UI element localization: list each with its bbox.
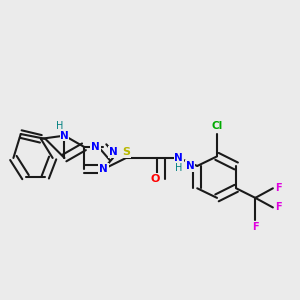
- Text: N: N: [99, 164, 108, 174]
- Text: H: H: [56, 121, 63, 131]
- Text: F: F: [275, 183, 282, 193]
- Text: Cl: Cl: [212, 121, 223, 131]
- Text: H: H: [55, 123, 62, 133]
- Text: H: H: [175, 161, 182, 171]
- Text: N: N: [174, 153, 183, 163]
- Text: S: S: [122, 147, 130, 157]
- Text: N: N: [186, 161, 195, 171]
- Text: F: F: [275, 202, 282, 212]
- Text: N: N: [60, 130, 69, 141]
- Text: H: H: [175, 163, 182, 172]
- Text: O: O: [151, 174, 160, 184]
- Text: N: N: [174, 153, 183, 163]
- Text: N: N: [91, 142, 100, 152]
- Text: N: N: [109, 147, 117, 157]
- Text: F: F: [252, 222, 259, 232]
